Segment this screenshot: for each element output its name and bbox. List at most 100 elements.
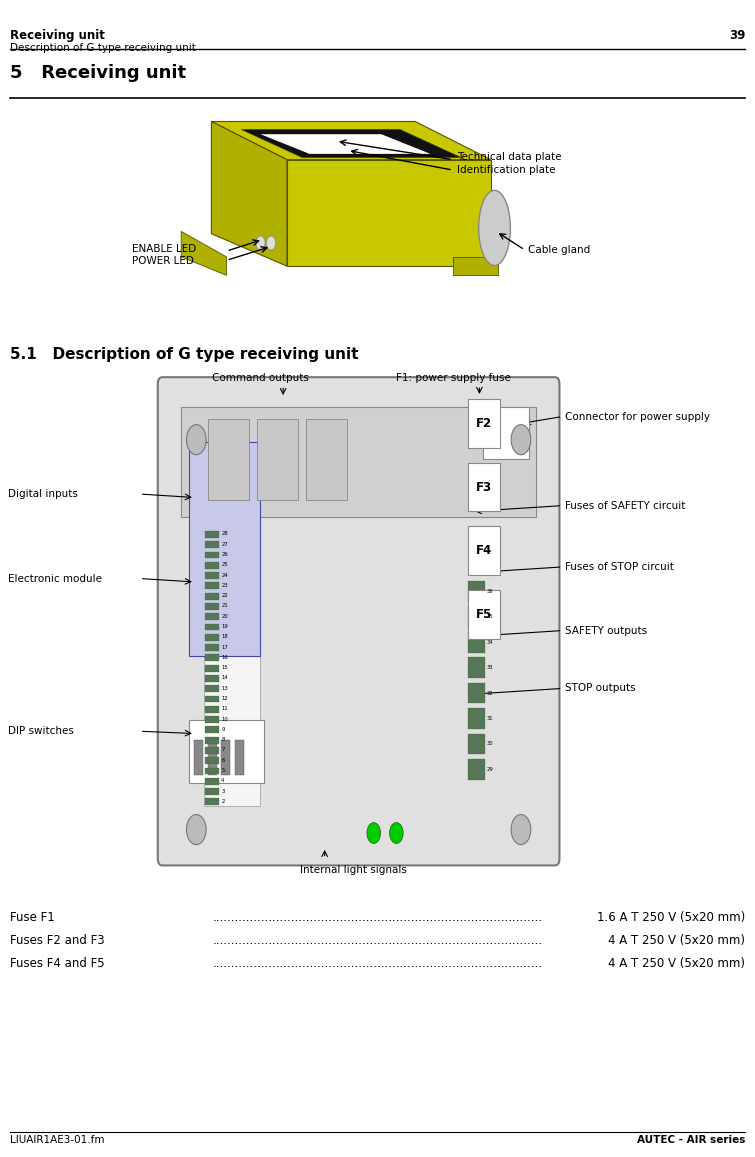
Text: Fuses F2 and F3: Fuses F2 and F3 (10, 934, 104, 946)
Text: F2: F2 (476, 417, 492, 430)
Text: Digital inputs: Digital inputs (8, 489, 78, 499)
Text: Receiving unit: Receiving unit (10, 29, 105, 42)
Text: 15: 15 (221, 665, 228, 670)
Text: F4: F4 (476, 544, 492, 558)
Text: 9: 9 (221, 727, 224, 731)
Bar (205, 634, 219, 641)
Bar (205, 644, 219, 651)
Bar (205, 573, 219, 578)
Circle shape (511, 815, 531, 845)
Text: Fuses of SAFETY circuit: Fuses of SAFETY circuit (565, 501, 685, 510)
Bar (468, 463, 500, 511)
Text: 8: 8 (221, 737, 224, 742)
Text: 32: 32 (487, 691, 494, 695)
Text: 23: 23 (221, 583, 228, 588)
Text: LIUAIR1AE3-01.fm: LIUAIR1AE3-01.fm (10, 1135, 104, 1145)
Bar (208, 419, 249, 500)
Polygon shape (211, 121, 491, 160)
Text: 14: 14 (221, 676, 228, 680)
Text: SAFETY outputs: SAFETY outputs (565, 626, 647, 635)
Circle shape (267, 236, 276, 250)
Bar (205, 767, 219, 774)
Bar (468, 657, 485, 678)
Text: 11: 11 (221, 706, 228, 712)
Bar (205, 541, 219, 548)
Bar (468, 526, 500, 575)
Bar (468, 734, 485, 754)
Text: Connector for power supply: Connector for power supply (565, 412, 710, 421)
Text: 13: 13 (221, 686, 228, 691)
Bar (208, 740, 217, 775)
Text: Command outputs: Command outputs (212, 373, 309, 383)
Text: 4 A T 250 V (5x20 mm): 4 A T 250 V (5x20 mm) (609, 934, 745, 946)
Text: Fuse F1: Fuse F1 (10, 911, 54, 923)
Bar (205, 603, 219, 610)
Circle shape (256, 236, 265, 250)
Text: 16: 16 (221, 655, 228, 659)
Text: 4 A T 250 V (5x20 mm): 4 A T 250 V (5x20 mm) (609, 957, 745, 970)
Text: 26: 26 (221, 552, 228, 557)
Text: F5: F5 (476, 607, 492, 621)
Text: 20: 20 (221, 613, 228, 619)
Bar (257, 419, 298, 500)
Text: ................................................................................: ........................................… (212, 911, 543, 923)
Text: 2: 2 (221, 798, 224, 804)
Text: 7: 7 (221, 747, 224, 752)
Bar (205, 531, 219, 538)
Bar (205, 716, 219, 723)
Bar (468, 606, 485, 627)
Text: Description of G type receiving unit: Description of G type receiving unit (10, 43, 196, 53)
Bar (204, 529, 260, 806)
Text: 33: 33 (487, 665, 494, 670)
Bar (205, 706, 219, 713)
Text: F1: power supply fuse: F1: power supply fuse (396, 373, 510, 383)
Circle shape (186, 815, 206, 845)
Text: Technical data plate: Technical data plate (457, 153, 561, 162)
Polygon shape (242, 130, 461, 157)
Bar (468, 632, 485, 653)
Text: Internal light signals: Internal light signals (300, 865, 407, 876)
Bar (205, 675, 219, 681)
Bar (205, 798, 219, 805)
Text: 10: 10 (221, 716, 228, 722)
Text: 25: 25 (221, 562, 228, 567)
Bar (468, 683, 485, 703)
Text: 19: 19 (221, 624, 228, 629)
Bar (205, 778, 219, 784)
Text: 31: 31 (487, 716, 494, 721)
Bar (205, 695, 219, 702)
Text: POWER LED: POWER LED (132, 257, 194, 266)
FancyBboxPatch shape (158, 377, 559, 865)
Text: DIP switches: DIP switches (8, 727, 73, 736)
Text: 36: 36 (487, 589, 494, 594)
Text: ................................................................................: ........................................… (212, 957, 543, 970)
Bar (205, 788, 219, 795)
Text: 17: 17 (221, 644, 228, 649)
Text: Fuses of STOP circuit: Fuses of STOP circuit (565, 562, 673, 572)
Text: Identification plate: Identification plate (457, 165, 555, 175)
Polygon shape (181, 231, 226, 275)
Text: 29: 29 (487, 767, 494, 772)
Text: 1.6 A T 250 V (5x20 mm): 1.6 A T 250 V (5x20 mm) (597, 911, 745, 923)
Bar (205, 665, 219, 671)
Text: 34: 34 (487, 640, 494, 644)
Text: Fuses F4 and F5: Fuses F4 and F5 (10, 957, 104, 970)
Text: 5: 5 (221, 768, 224, 773)
Bar (468, 708, 485, 729)
Text: ................................................................................: ........................................… (212, 934, 543, 946)
Bar (194, 740, 203, 775)
Text: 22: 22 (221, 594, 228, 598)
Text: 30: 30 (487, 742, 494, 746)
Text: 35: 35 (487, 614, 494, 619)
Text: 4: 4 (221, 779, 224, 783)
Bar (235, 740, 244, 775)
Text: F3: F3 (476, 480, 492, 494)
Bar (205, 685, 219, 692)
Bar (483, 407, 528, 459)
Bar (221, 740, 230, 775)
Text: 27: 27 (221, 541, 228, 546)
Circle shape (367, 823, 381, 843)
Bar (306, 419, 347, 500)
Bar (205, 552, 219, 559)
Bar (205, 655, 219, 662)
